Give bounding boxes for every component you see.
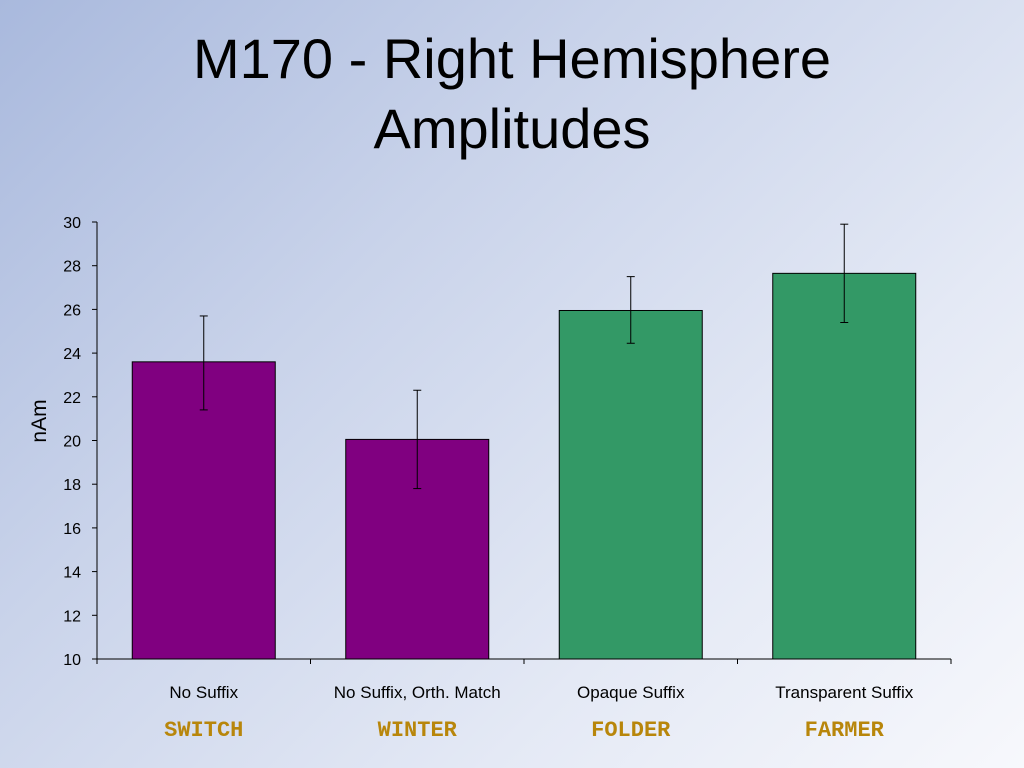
example-word-label: FOLDER	[591, 718, 671, 743]
bar	[772, 272, 917, 660]
x-axis-labels: No Suffix SWITCH No Suffix, Orth. Match WIN…	[164, 683, 914, 743]
y-tick-label: 10	[63, 652, 81, 669]
y-tick-label: 14	[63, 565, 81, 582]
axes	[96, 222, 952, 664]
title-line-1: M170 - Right Hemisphere	[192, 27, 832, 90]
y-tick-label: 22	[63, 390, 81, 407]
y-tick-label: 30	[63, 215, 81, 232]
x-category-label: Transparent Suffix	[775, 683, 913, 702]
x-category-label: No Suffix	[169, 683, 238, 702]
y-tick-label: 20	[63, 434, 81, 451]
x-category-label: No Suffix, Orth. Match	[334, 683, 501, 702]
y-tick-label: 24	[63, 346, 81, 363]
example-word-label: FARMER	[805, 718, 885, 743]
error-bar	[199, 315, 208, 411]
y-tick-label: 12	[63, 608, 81, 625]
y-tick-label: 26	[63, 302, 81, 319]
slide-title: M170 - Right Hemisphere Amplitudes	[0, 24, 1024, 164]
y-tick-label: 16	[63, 521, 81, 538]
y-tick-label: 28	[63, 259, 81, 276]
error-bars	[199, 223, 849, 490]
y-axis-title: nAm	[28, 399, 51, 442]
bars	[131, 272, 917, 660]
example-word-label: SWITCH	[164, 718, 243, 743]
error-bar	[840, 223, 849, 324]
y-tick-label: 18	[63, 477, 81, 494]
bar	[131, 361, 276, 660]
error-bar	[626, 276, 635, 344]
error-bar	[413, 389, 422, 490]
y-axis-ticks: 10 12 14 16 18 20 22 24 26 28 30	[63, 215, 97, 669]
title-line-2: Amplitudes	[373, 97, 651, 160]
example-word-label: WINTER	[378, 718, 458, 743]
x-category-label: Opaque Suffix	[577, 683, 685, 702]
bar	[558, 309, 703, 660]
